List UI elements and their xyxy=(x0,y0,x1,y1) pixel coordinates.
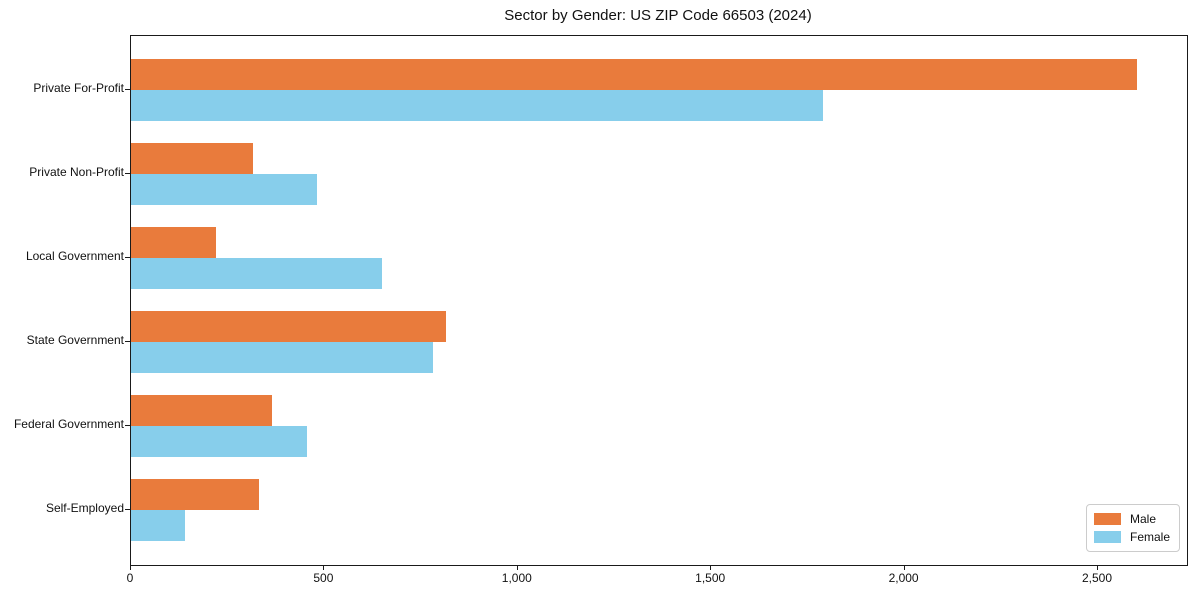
y-tick-mark xyxy=(125,425,130,426)
x-tick-label: 0 xyxy=(126,571,134,585)
legend-entry-female: Female xyxy=(1093,529,1170,545)
x-tick-mark xyxy=(1097,565,1098,570)
bar-male xyxy=(131,479,259,510)
x-tick-mark xyxy=(710,565,712,570)
y-tick-label: State Government xyxy=(26,333,124,347)
bar-female xyxy=(131,174,317,205)
x-tick-label: 2,500 xyxy=(1081,571,1113,585)
y-tick-label: Private For-Profit xyxy=(33,81,124,95)
y-tick-mark xyxy=(125,341,130,342)
x-tick-label: 500 xyxy=(313,571,334,585)
legend-entry-male: Male xyxy=(1093,511,1170,527)
bar-female xyxy=(131,426,307,457)
y-tick-label: Private Non-Profit xyxy=(29,165,124,179)
x-tick-mark xyxy=(903,565,905,570)
y-tick-mark xyxy=(125,509,130,510)
bar-male xyxy=(131,395,273,426)
legend-swatch-male xyxy=(1093,513,1121,525)
y-tick-mark xyxy=(125,89,130,90)
bar-male xyxy=(131,59,1137,90)
bar-female xyxy=(131,258,383,289)
plot-area: Male Female xyxy=(130,35,1188,566)
x-tick-mark xyxy=(323,565,325,570)
legend-swatch-female xyxy=(1093,531,1121,543)
bar-female xyxy=(131,342,433,373)
x-tick-label: 1,500 xyxy=(695,571,726,585)
y-tick-mark xyxy=(125,257,130,258)
y-tick-label: Federal Government xyxy=(13,417,124,431)
bar-male xyxy=(131,311,447,342)
legend-label-male: Male xyxy=(1129,512,1156,526)
x-tick-mark xyxy=(130,565,131,570)
legend-label-female: Female xyxy=(1129,530,1170,544)
x-tick-label: 2,000 xyxy=(888,571,919,585)
x-tick-mark xyxy=(516,565,518,570)
bar-male xyxy=(131,143,253,174)
x-tick-label: 1,000 xyxy=(501,571,532,585)
legend: Male Female xyxy=(1085,504,1180,552)
y-tick-mark xyxy=(125,173,130,174)
y-tick-label: Self-Employed xyxy=(45,501,124,515)
chart-title: Sector by Gender: US ZIP Code 66503 (202… xyxy=(504,7,812,24)
bar-female xyxy=(131,90,824,121)
bar-male xyxy=(131,227,217,258)
y-tick-label: Local Government xyxy=(25,249,124,263)
bar-female xyxy=(131,510,186,541)
